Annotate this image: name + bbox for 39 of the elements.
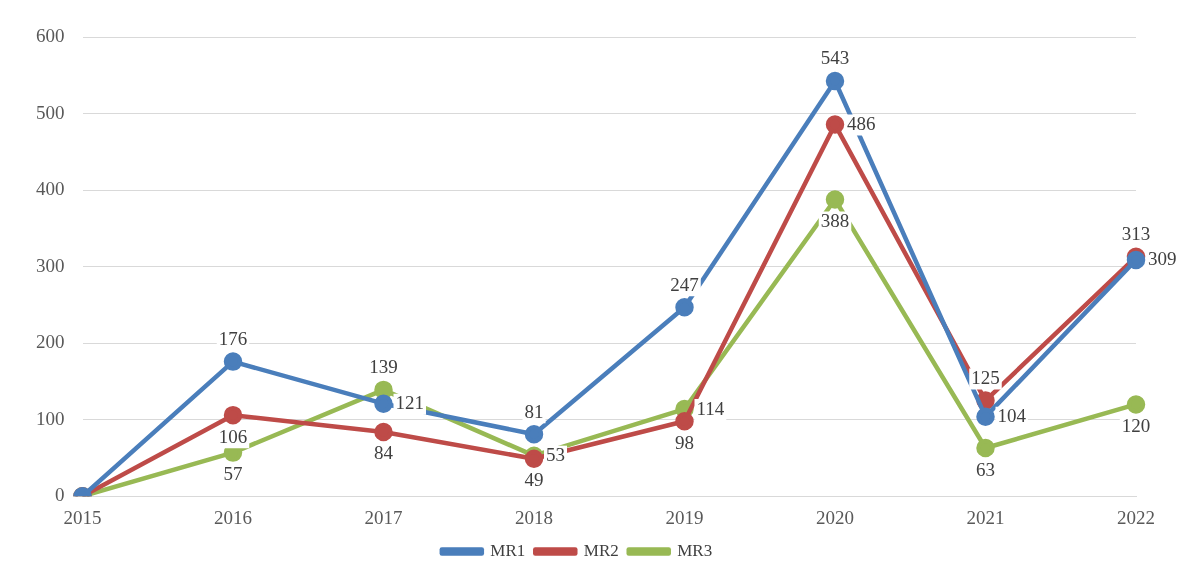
y-tick-label: 400: [36, 178, 65, 200]
data-label: 121: [395, 392, 424, 414]
y-tick-label: 300: [36, 254, 65, 276]
y-tick-label: 500: [36, 101, 65, 123]
x-tick-label: 2017: [364, 506, 403, 528]
data-label: 53: [546, 444, 565, 466]
data-label: 388: [820, 209, 850, 231]
data-label: 98: [675, 431, 694, 453]
data-label: 49: [524, 469, 544, 491]
data-label: 486: [847, 113, 876, 135]
data-label: 84: [374, 442, 394, 464]
y-tick-label: 200: [36, 331, 65, 353]
y-tick-label: 0: [55, 484, 65, 506]
data-label: 125: [971, 367, 1000, 389]
data-label: 309: [1148, 248, 1177, 270]
x-tick-label: 2016: [214, 506, 252, 528]
data-label: 543: [820, 47, 850, 69]
legend-label: MR3: [677, 540, 713, 560]
x-tick-label: 2015: [63, 506, 102, 528]
x-tick-label: 2018: [515, 506, 553, 528]
data-label: 63: [976, 458, 995, 480]
data-label: 313: [1121, 223, 1151, 245]
data-label: 81: [524, 400, 544, 422]
legend-label: MR2: [583, 540, 619, 560]
y-tick-label: 100: [36, 407, 65, 429]
data-label: 176: [218, 328, 248, 350]
data-label: 57: [223, 463, 243, 485]
x-tick-label: 2021: [966, 506, 1005, 528]
x-tick-label: 2022: [1117, 506, 1155, 528]
x-tick-label: 2019: [665, 506, 704, 528]
y-tick-label: 600: [36, 25, 65, 47]
x-tick-label: 2020: [816, 506, 854, 528]
data-label: 106: [218, 425, 248, 447]
data-label: 120: [1121, 414, 1151, 436]
legend-label: MR1: [490, 540, 526, 560]
data-label: 104: [997, 405, 1027, 427]
data-label: 114: [696, 397, 725, 419]
data-label: 247: [670, 273, 699, 295]
data-label: 139: [369, 356, 398, 378]
